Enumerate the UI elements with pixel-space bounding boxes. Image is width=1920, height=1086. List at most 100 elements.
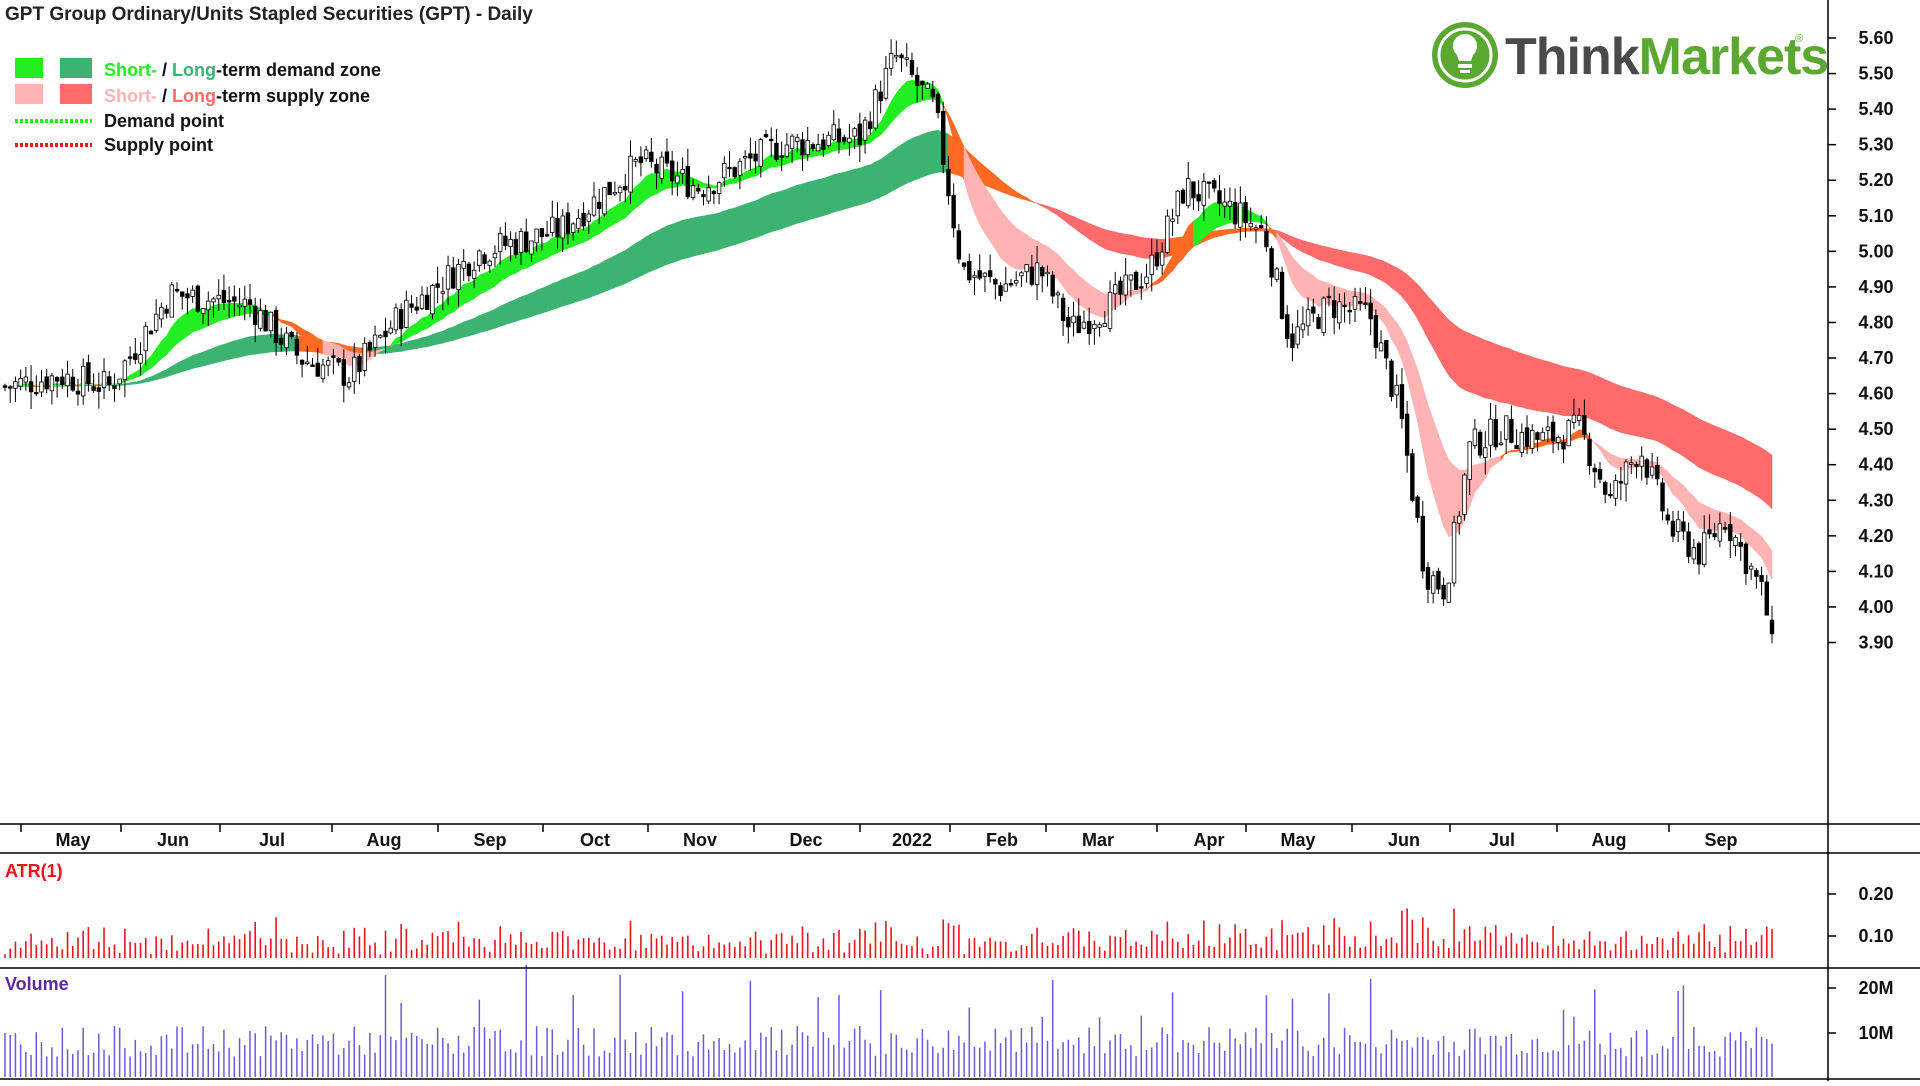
candle-body [332,356,336,358]
long-term-zone-band [1376,259,1381,281]
candle-body [1291,334,1295,348]
candle-body [1051,275,1055,296]
candle-body [962,263,966,266]
candle-body [691,185,695,197]
candle-body [134,354,138,360]
long-term-zone-band [1683,410,1688,460]
short-term-zone-band [542,242,547,260]
long-term-zone-band [1725,430,1730,481]
candle-body [87,363,91,384]
long-term-zone-band [948,134,953,174]
candle-body [1426,567,1430,589]
candle-body [462,261,466,268]
short-term-zone-band [578,229,583,244]
candle-body [1338,302,1342,323]
long-term-zone-band [1459,328,1464,390]
long-term-zone-band [735,206,740,245]
candle-body [1431,576,1435,594]
candle-body [1103,324,1107,327]
long-term-zone-band [1647,394,1652,439]
candle-body [446,266,450,289]
long-term-zone-band [1339,250,1344,268]
candle-body [1186,179,1190,206]
month-label: Jun [157,830,189,850]
long-term-zone-band [479,314,484,333]
long-term-zone-band [1694,416,1699,468]
candle-body [1327,296,1331,298]
long-term-zone-band [1715,426,1720,477]
logo-bulb-base-icon [1458,64,1472,68]
short-term-zone-band [1736,517,1741,535]
price-tick-label: 5.20 [1858,170,1893,190]
short-term-zone-band [1188,221,1193,251]
candle-body [1113,285,1117,294]
long-term-zone-band [526,293,531,318]
candle-body [509,240,513,247]
candle-body [1645,460,1649,478]
long-term-zone-band [1371,257,1376,278]
long-term-zone-band [1131,235,1136,256]
long-term-zone-band [1709,424,1714,475]
candle-body [1093,324,1097,328]
candle-body [665,152,669,163]
candle-body [342,360,346,386]
candle-body [431,286,435,314]
long-term-zone-band [1110,231,1115,252]
long-term-zone-band [657,228,662,268]
candle-body [410,304,414,307]
candle-body [311,365,315,367]
long-term-zone-band [870,162,875,202]
candle-body [1348,310,1352,312]
long-term-zone-band [1590,373,1595,421]
long-term-zone-band [740,204,745,243]
short-term-zone-band [1308,272,1313,302]
candle-body [545,235,549,237]
candle-body [40,382,44,392]
long-term-zone-band [1642,392,1647,438]
volume-tick-label: 10M [1858,1023,1893,1043]
long-term-zone-band [1496,344,1501,402]
candle-body [1040,268,1044,276]
candle-body [1087,321,1091,333]
long-term-zone-band [1652,395,1657,441]
long-term-zone-band [672,222,677,262]
candle-body [1734,537,1738,545]
month-label: Jun [1388,830,1420,850]
candle-body [733,168,737,177]
long-term-zone-band [594,264,599,296]
long-term-zone-band [902,141,907,186]
candle-body [1572,415,1576,422]
candle-body [858,124,862,145]
price-tick-label: 4.20 [1858,526,1893,546]
candle-body [227,300,231,302]
long-term-zone-band [490,309,495,330]
short-term-zone-band [651,174,656,196]
candle-body [801,140,805,155]
candle-body [1494,419,1498,446]
long-term-zone-band [432,333,437,346]
long-term-zone-band [703,215,708,254]
long-term-zone-band [1120,233,1125,254]
candle-body [238,305,242,307]
legend-supply-suffix: -term supply zone [216,86,370,106]
candle-body [863,120,867,140]
long-term-zone-band [922,132,927,177]
candle-body [1614,481,1618,499]
candle-body [160,308,164,319]
candle-body [1411,454,1415,501]
long-term-zone-band [1668,402,1673,450]
long-term-zone-band [500,304,505,326]
short-term-zone-band [703,183,708,187]
long-term-zone-band [823,177,828,216]
candle-body [399,309,403,328]
candle-body [764,134,768,136]
candle-body [76,391,80,394]
candle-body [113,386,117,389]
long-term-zone-band [88,385,93,386]
long-term-zone-band [589,266,594,298]
long-term-zone-band [1391,265,1396,291]
long-term-zone-band [1485,340,1490,398]
legend-swatch-long-supply [60,84,92,104]
candle-body [253,306,257,325]
long-term-zone-band [907,139,912,184]
